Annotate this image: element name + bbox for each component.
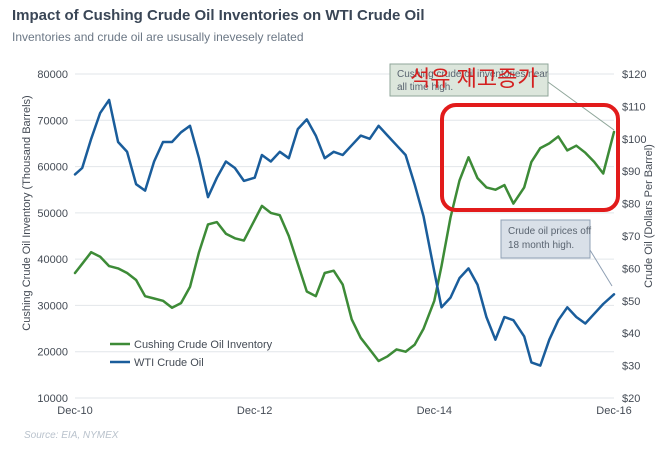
left-tick-label: 70000 [37, 115, 68, 127]
x-tick-label: Dec-10 [57, 405, 92, 417]
right-tick-label: $40 [622, 328, 640, 340]
right-tick-label: $100 [622, 134, 646, 146]
right-tick-label: $20 [622, 393, 640, 405]
right-tick-label: $50 [622, 296, 640, 308]
right-tick-label: $30 [622, 361, 640, 373]
wti-price-series-line [73, 98, 616, 367]
price-callout-line-2: 18 month high. [508, 240, 574, 251]
korean-overlay-text: 석유 재고증가 [410, 66, 538, 91]
highlight-box [440, 103, 620, 212]
left-axis-label: Cushing Crude Oil Inventory (Thousand Ba… [21, 95, 33, 330]
left-tick-label: 30000 [37, 300, 68, 312]
left-tick-label: 20000 [37, 347, 68, 359]
right-axis-label: Crude Oil (Dollars Per Barrel) [643, 144, 655, 288]
legend: Cushing Crude Oil Inventory WTI Crude Oi… [110, 339, 273, 369]
price-callout: Crude oil prices off 18 month high. [500, 219, 613, 287]
chart-subtitle: Inventories and crude oil are ususally i… [12, 30, 304, 44]
x-tick-label: Dec-12 [237, 405, 272, 417]
right-axis-ticks: $20 $30 $40 $50 $60 $70 $80 $90 $100 $110 $120 [622, 69, 646, 405]
inventory-series-line [73, 130, 616, 363]
x-tick-label: Dec-14 [417, 405, 452, 417]
source-note: Source: EIA, NYMEX [24, 430, 119, 441]
inventory-callout: Cushing crude oil inventories near all t… [389, 63, 615, 131]
left-tick-label: 60000 [37, 162, 68, 174]
right-tick-label: $60 [622, 263, 640, 275]
left-tick-label: 80000 [37, 69, 68, 81]
chart-title: Impact of Cushing Crude Oil Inventories … [12, 7, 425, 24]
right-tick-label: $70 [622, 231, 640, 243]
series-lines [73, 98, 616, 367]
left-axis-ticks: 10000 20000 30000 40000 50000 60000 70000 80000 [37, 69, 68, 405]
inventory-callout-line-2: all time high. [397, 82, 453, 93]
right-tick-label: $110 [622, 101, 646, 113]
right-tick-label: $80 [622, 199, 640, 211]
left-tick-label: 40000 [37, 254, 68, 266]
price-callout-line-1: Crude oil prices off [508, 226, 591, 237]
x-axis-ticks: Dec-10 Dec-12 Dec-14 Dec-16 [57, 405, 631, 417]
right-tick-label: $90 [622, 166, 640, 178]
left-tick-label: 50000 [37, 208, 68, 220]
left-tick-label: 10000 [37, 393, 68, 405]
legend-label-price: WTI Crude Oil [134, 357, 204, 369]
legend-label-inventory: Cushing Crude Oil Inventory [134, 339, 273, 351]
right-tick-label: $120 [622, 69, 646, 81]
x-tick-label: Dec-16 [596, 405, 631, 417]
inventory-callout-line-1: Cushing crude oil inventories near [397, 69, 549, 80]
